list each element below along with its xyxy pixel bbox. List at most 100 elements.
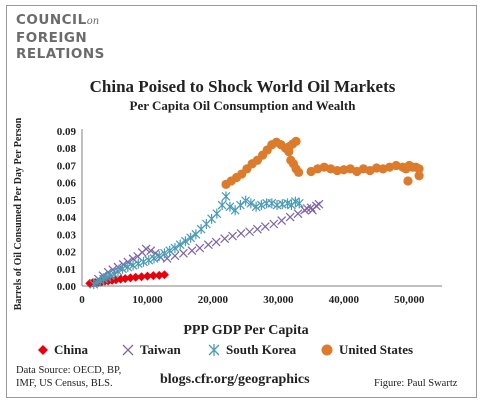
legend-marker-south-korea [208, 344, 220, 356]
point-united-states [414, 164, 424, 174]
y-tick-label: 0.01 [57, 264, 76, 276]
point-taiwan [277, 216, 287, 225]
point-south-korea [217, 200, 227, 211]
legend-item-united-states: United States [321, 341, 413, 359]
point-south-korea [128, 260, 138, 271]
source-line-1: Data Source: OECD, BP, [16, 365, 122, 376]
point-south-korea [123, 262, 133, 273]
legend-label-united-states: United States [339, 342, 414, 357]
logo-line1: COUNCIL [16, 12, 87, 28]
y-tick-label: 0.09 [57, 126, 77, 138]
point-china [131, 272, 141, 282]
point-united-states [294, 167, 304, 177]
point-south-korea [160, 248, 169, 259]
point-china [159, 270, 169, 280]
point-taiwan [141, 244, 151, 254]
point-south-korea [118, 263, 128, 274]
x-tick-label: 40,000 [329, 294, 360, 306]
point-taiwan [187, 246, 197, 256]
legend: China Taiwan South Korea United States [38, 341, 468, 359]
chart-frame [6, 5, 477, 398]
point-south-korea [109, 268, 119, 279]
legend-item-china: China [38, 341, 88, 359]
point-south-korea [251, 201, 261, 212]
point-south-korea [246, 198, 256, 209]
x-tick-label: 10,000 [132, 294, 163, 306]
figure-credit: Figure: Paul Swartz [374, 378, 458, 389]
point-taiwan [302, 204, 312, 213]
y-tick-label: 0.07 [57, 160, 77, 172]
legend-marker-china [38, 345, 48, 355]
point-south-korea [225, 201, 235, 212]
plot-axes: 0 10,000 20,000 30,000 40,000 50,000 0.00 0.01 0… [57, 126, 442, 306]
chart-title: China Poised to Shock World Oil Markets [89, 77, 396, 96]
point-taiwan [307, 205, 317, 215]
x-tick-label: 0 [79, 294, 85, 306]
point-united-states [414, 171, 424, 181]
point-taiwan [252, 224, 262, 234]
point-taiwan [285, 212, 295, 222]
point-south-korea [113, 266, 123, 277]
legend-label-china: China [54, 342, 88, 357]
point-taiwan [179, 248, 188, 258]
point-taiwan [211, 237, 221, 247]
y-axis-label: Barrels of Oil Consumed Per Day Per Pers… [13, 117, 24, 310]
chart-subtitle: Per Capita Oil Consumption and Wealth [129, 98, 356, 113]
point-taiwan [146, 246, 156, 256]
point-south-korea [175, 239, 185, 250]
y-tick-label: 0.06 [57, 178, 77, 190]
cfr-logo: COUNCILon FOREIGN RELATIONS [16, 12, 105, 62]
point-taiwan [260, 222, 270, 232]
x-tick-label: 30,000 [263, 294, 294, 306]
x-tick-label: 50,000 [394, 294, 425, 306]
y-tick-label: 0.02 [57, 247, 77, 259]
y-tick-label: 0.08 [57, 143, 77, 155]
legend-item-south-korea: South Korea [208, 341, 296, 359]
point-taiwan [220, 234, 230, 244]
legend-label-taiwan: Taiwan [140, 342, 181, 357]
series-taiwan [93, 199, 324, 284]
point-south-korea [186, 232, 196, 243]
point-taiwan [150, 248, 160, 258]
point-south-korea [212, 208, 222, 219]
x-tick-label: 20,000 [198, 294, 229, 306]
point-united-states [284, 147, 294, 157]
point-south-korea [165, 245, 175, 256]
point-south-korea [154, 250, 164, 261]
point-china [154, 270, 164, 280]
point-taiwan [203, 240, 213, 250]
point-united-states [291, 136, 301, 146]
point-south-korea [267, 198, 277, 209]
series-south-korea [89, 191, 304, 290]
point-south-korea [170, 243, 180, 254]
point-south-korea [235, 200, 245, 211]
series-united-states [221, 136, 424, 189]
point-china [120, 274, 130, 284]
x-axis-label: PPP GDP Per Capita [183, 323, 308, 338]
legend-item-taiwan: Taiwan [122, 341, 181, 359]
blog-url: blogs.cfr.org/geographics [160, 372, 310, 387]
y-tick-label: 0.04 [57, 212, 77, 224]
logo-line2: FOREIGN [16, 30, 88, 46]
legend-label-south-korea: South Korea [226, 342, 297, 357]
point-taiwan [300, 205, 309, 215]
point-south-korea [241, 195, 251, 206]
point-taiwan [269, 219, 279, 229]
y-tick-label: 0.05 [57, 195, 77, 207]
legend-marker-taiwan [122, 344, 134, 356]
point-taiwan [245, 227, 254, 237]
point-south-korea [180, 236, 190, 247]
logo-line1-suffix: on [86, 16, 100, 27]
point-taiwan [195, 243, 205, 253]
legend-marker-united-states [321, 344, 333, 356]
point-south-korea [133, 258, 143, 269]
point-taiwan [228, 231, 237, 241]
point-south-korea [256, 200, 266, 211]
y-tick-label: 0.03 [57, 229, 77, 241]
plot-marks [85, 136, 424, 290]
logo-line3: RELATIONS [16, 46, 105, 62]
data-source-note: Data Source: OECD, BP, IMF, US Census, B… [16, 364, 146, 390]
point-taiwan [236, 229, 246, 238]
y-tick-label: 0.00 [57, 281, 77, 293]
